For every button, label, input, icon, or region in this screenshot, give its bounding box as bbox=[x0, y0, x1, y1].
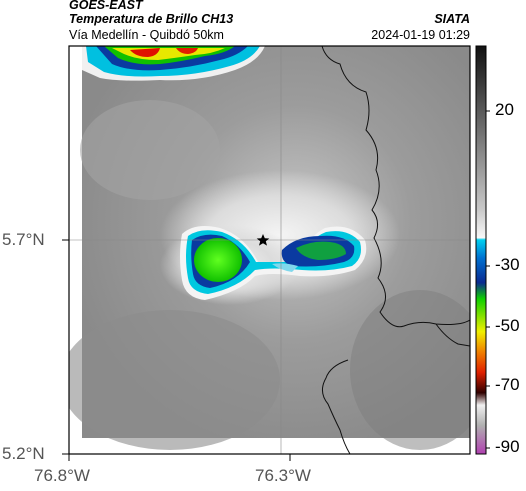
colorbar-tick-label: -70 bbox=[495, 375, 520, 394]
satellite-title: GOES-EAST bbox=[69, 0, 143, 12]
route-subtitle: Vía Medellín - Quibdó 50km bbox=[69, 28, 224, 42]
colorbar-tick-label: 20 bbox=[495, 100, 514, 119]
colorbar-tick-label: -90 bbox=[495, 437, 520, 456]
colorbar bbox=[476, 46, 486, 454]
timestamp-label: 2024-01-19 01:29 bbox=[371, 28, 470, 42]
map-frame bbox=[68, 45, 471, 455]
organization-label: SIATA bbox=[434, 12, 470, 26]
department-border bbox=[321, 46, 470, 328]
product-title: Temperatura de Brillo CH13 bbox=[69, 12, 234, 26]
cold-cloud-core bbox=[194, 238, 242, 282]
colorbar-tick-label: -50 bbox=[495, 316, 520, 335]
lat-tick-label: 5.7°N bbox=[2, 230, 45, 249]
colorbar-tick-label: -30 bbox=[495, 255, 520, 274]
star-marker bbox=[256, 234, 270, 246]
lat-tick-label: 5.2°N bbox=[2, 444, 45, 463]
department-border bbox=[435, 323, 470, 347]
lon-tick-label: 76.8°W bbox=[34, 466, 90, 485]
satellite-imagery bbox=[69, 46, 470, 454]
lon-tick-label: 76.3°W bbox=[255, 466, 311, 485]
department-border bbox=[322, 359, 351, 454]
